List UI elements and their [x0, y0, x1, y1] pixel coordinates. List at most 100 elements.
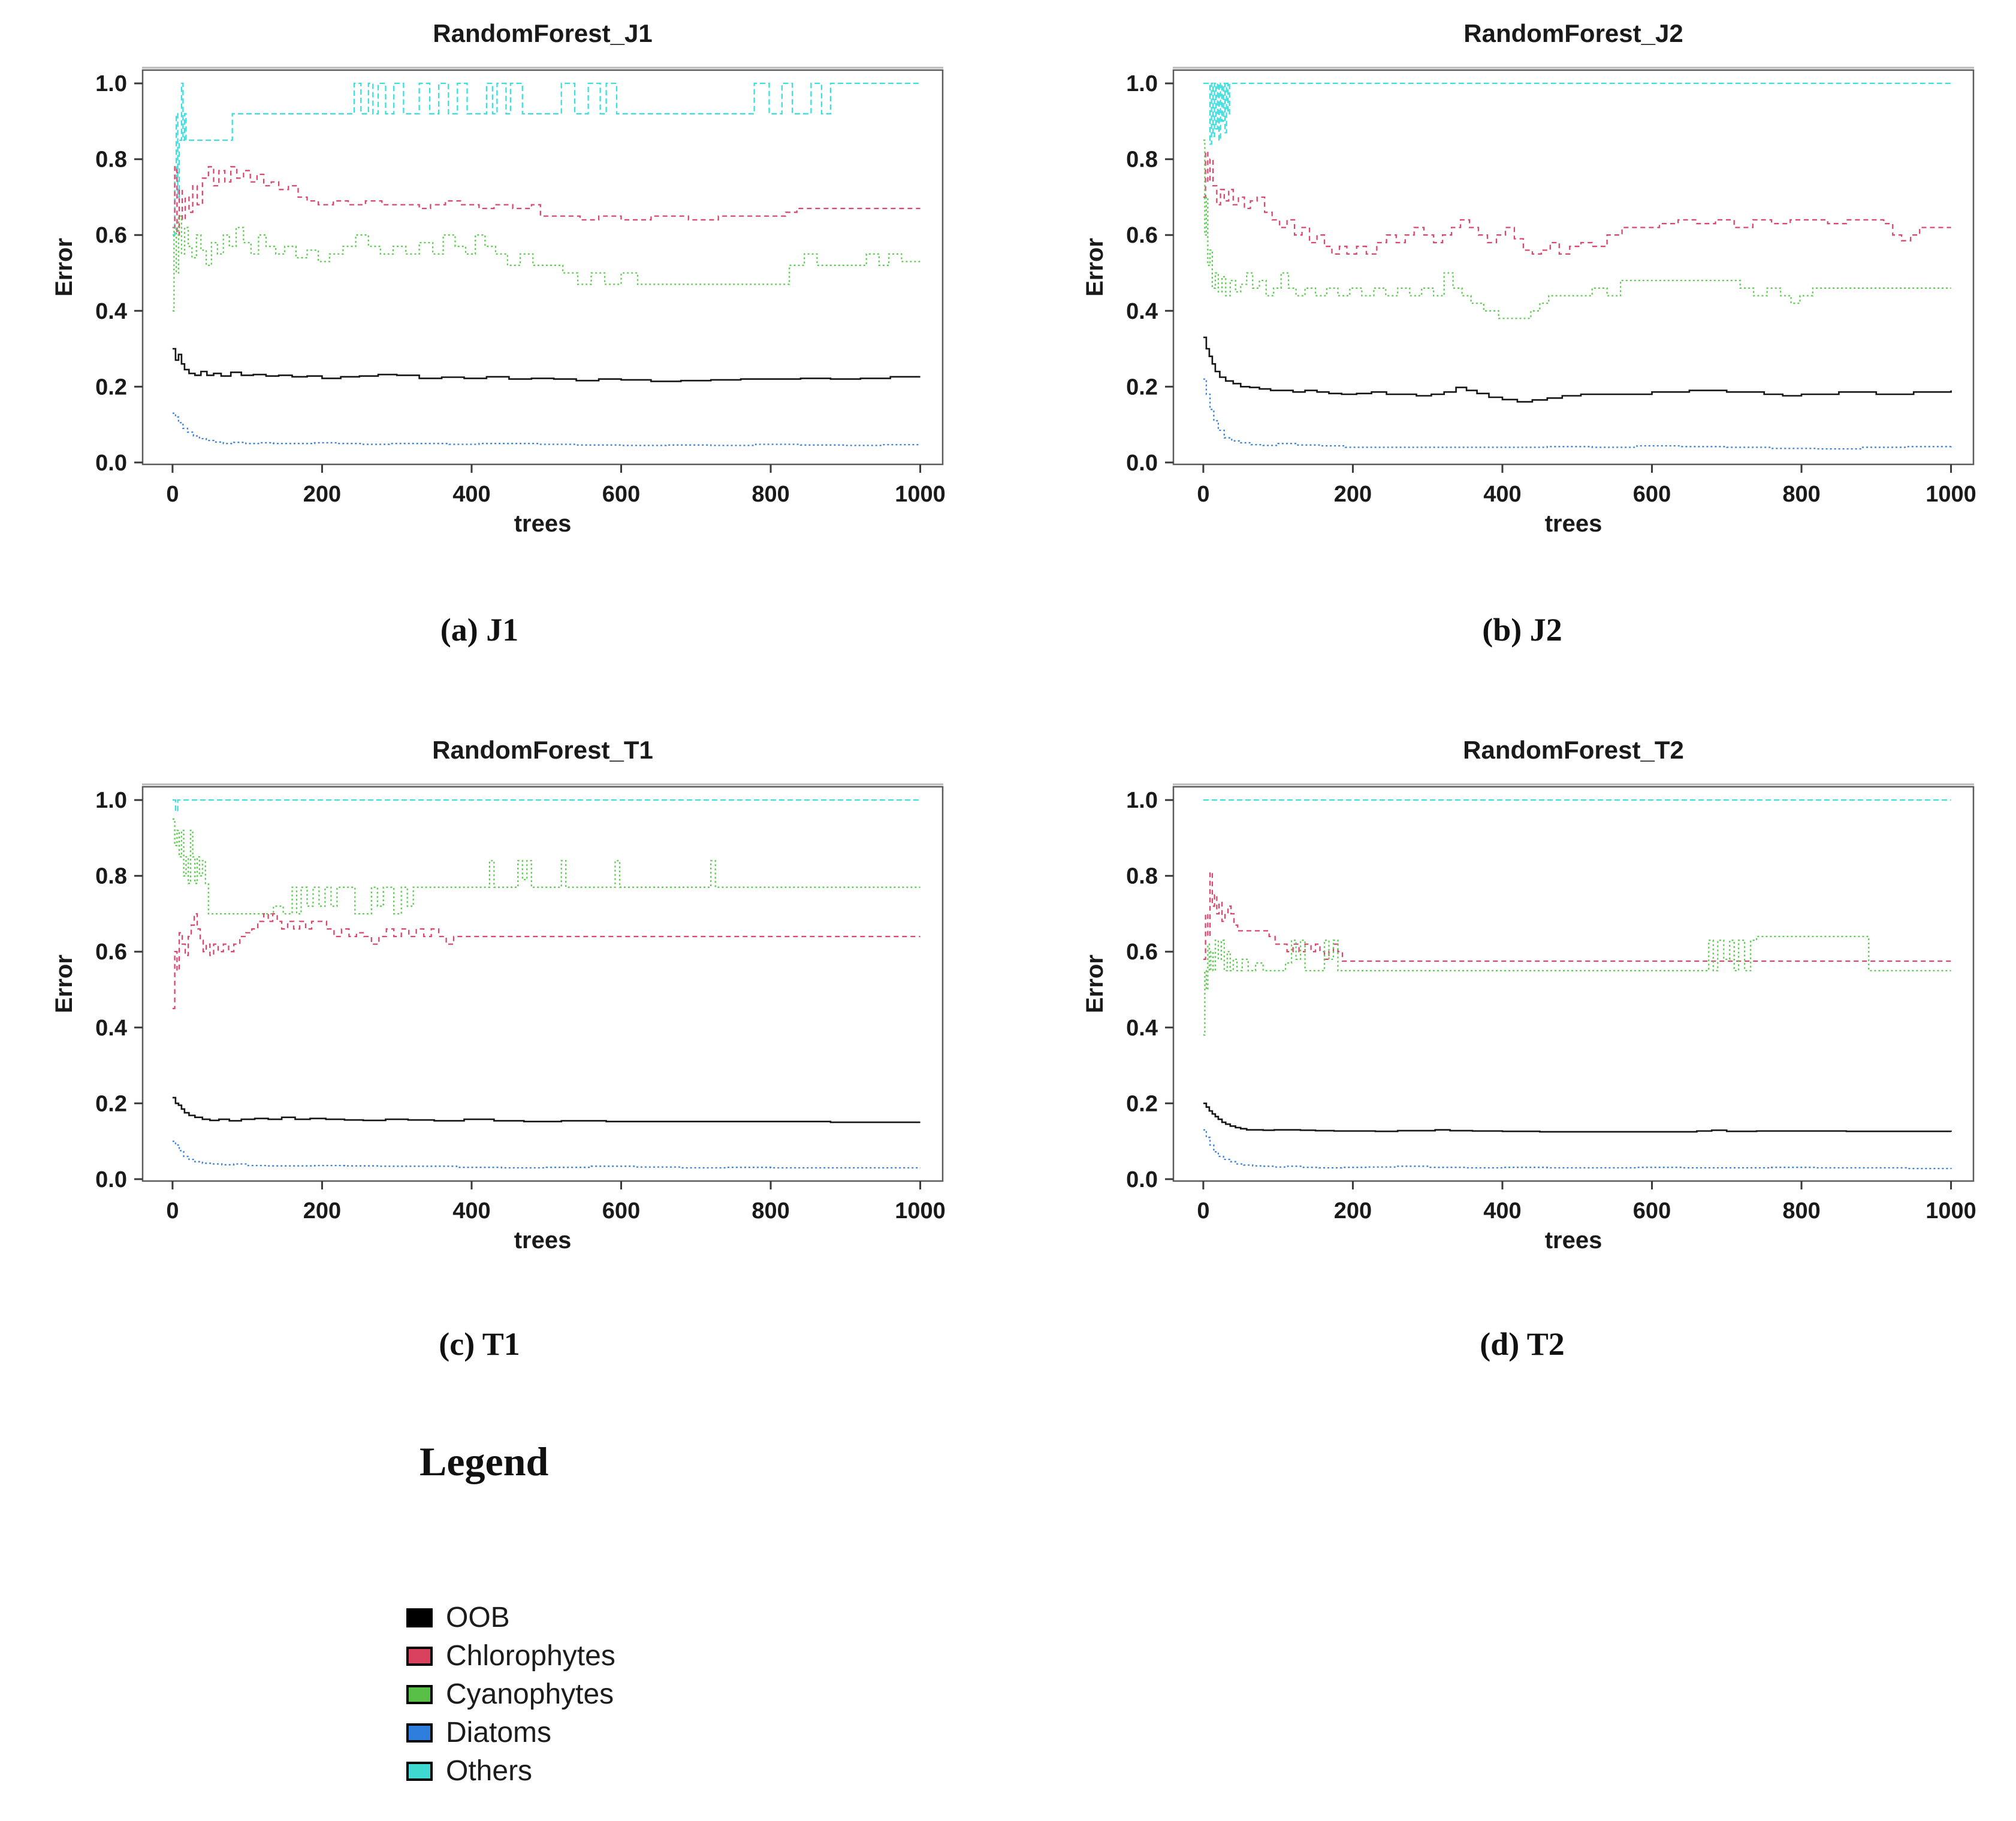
x-tick-label: 800: [752, 482, 789, 507]
series-cyanophytes: [1203, 139, 1951, 319]
caption-d-t2: (d) T2: [1480, 1326, 1565, 1362]
caption-b-j2: (b) J2: [1482, 612, 1562, 648]
y-axis-label: Error: [1082, 955, 1108, 1013]
x-tick-label: 1000: [895, 482, 946, 507]
y-tick-label: 0.4: [95, 1016, 127, 1041]
y-tick-label: 0.0: [1126, 1167, 1158, 1192]
series-oob: [172, 1097, 921, 1124]
series-cyanophytes: [172, 215, 921, 312]
chart-randomforest-j2: RandomForest_J2 0.0 0.2 0.4 0.6 0.8 1.0 0 200 400…: [1048, 7, 2006, 537]
series-oob: [172, 348, 921, 382]
legend-label-diatoms: Diatoms: [446, 1717, 552, 1748]
series-others: [172, 82, 921, 236]
plot-frame: [1172, 786, 1975, 1182]
series-oob: [1203, 1103, 1952, 1133]
x-tick-label: 0: [166, 1198, 179, 1224]
series-oob: [1203, 336, 1952, 403]
x-tick-label: 600: [602, 1198, 640, 1224]
series-diatoms: [172, 1140, 921, 1169]
x-tick-label: 1000: [1926, 482, 1976, 507]
plot-frame: [141, 786, 944, 1182]
series-diatoms: [1203, 378, 1952, 450]
legend-swatch-diatoms: [406, 1723, 433, 1743]
chart-randomforest-j1: RandomForest_J1 0.0 0.2 0.4 0.6 0.8 1.0 0 200 400…: [17, 7, 976, 537]
x-axis-label: trees: [514, 1227, 572, 1251]
x-tick-label: 0: [1197, 1198, 1209, 1224]
series-cyanophytes: [1203, 935, 1951, 1036]
x-tick-label: 200: [303, 482, 341, 507]
series-cyanophytes: [172, 818, 921, 915]
x-axis-label: trees: [1545, 511, 1602, 534]
chart-title: RandomForest_T2: [1463, 736, 1684, 764]
y-tick-label: 0.6: [95, 940, 127, 965]
legend-item-diatoms: Diatoms: [406, 1714, 615, 1752]
x-tick-label: 0: [1197, 482, 1209, 507]
y-tick-label: 0.6: [1126, 940, 1158, 965]
x-tick-label: 800: [752, 1198, 789, 1224]
legend-label-cyanophytes: Cyanophytes: [446, 1678, 614, 1710]
chart-title: RandomForest_T1: [432, 736, 653, 764]
plot-frame: [1172, 69, 1975, 466]
legend-label-others: Others: [446, 1755, 533, 1787]
legend-item-oob: OOB: [406, 1599, 615, 1637]
series-chlorophytes: [172, 166, 921, 236]
chart-title: RandomForest_J2: [1463, 19, 1683, 47]
series-others: [1203, 82, 1951, 145]
legend-swatch-others: [406, 1762, 433, 1781]
chart-canvas-RandomForest_J2: RandomForest_J2 0.0 0.2 0.4 0.6 0.8 1.0 0 200 400…: [1082, 19, 1976, 537]
caption-c-t1: (c) T1: [439, 1326, 520, 1362]
y-tick-label: 1.0: [95, 788, 127, 813]
legend-label-oob: OOB: [446, 1602, 510, 1633]
x-tick-label: 800: [1782, 1198, 1820, 1224]
y-tick-label: 0.2: [1126, 375, 1158, 400]
y-tick-label: 0.8: [95, 864, 127, 889]
legend: Legend OOB Chlorophytes Cyanophytes Diat…: [384, 1438, 923, 1786]
y-tick-label: 0.6: [95, 223, 127, 248]
legend-item-chlorophytes: Chlorophytes: [406, 1637, 615, 1675]
chart-canvas-RandomForest_J1: RandomForest_J1 0.0 0.2 0.4 0.6 0.8 1.0 0 200 400…: [51, 19, 946, 537]
legend-items: OOB Chlorophytes Cyanophytes Diatoms Oth…: [406, 1599, 615, 1790]
x-tick-label: 400: [452, 482, 490, 507]
x-tick-label: 1000: [1926, 1198, 1976, 1224]
plot-frame: [141, 69, 944, 466]
x-tick-label: 1000: [895, 1198, 946, 1224]
series-chlorophytes: [172, 913, 921, 1010]
y-tick-label: 0.0: [1126, 451, 1158, 476]
legend-swatch-oob: [406, 1608, 433, 1627]
chart-randomforest-t1: RandomForest_T1 0.0 0.2 0.4 0.6 0.8 1.0 0 200 400…: [17, 724, 976, 1254]
x-tick-label: 600: [1633, 1198, 1671, 1224]
y-tick-label: 0.2: [95, 1091, 127, 1116]
x-tick-label: 400: [1483, 482, 1521, 507]
y-tick-label: 0.0: [95, 451, 127, 476]
y-tick-label: 1.0: [1126, 71, 1158, 96]
y-tick-label: 0.0: [95, 1167, 127, 1192]
x-tick-label: 0: [166, 482, 179, 507]
series-chlorophytes: [1203, 150, 1951, 255]
chart-canvas-RandomForest_T2: RandomForest_T2 0.0 0.2 0.4 0.6 0.8 1.0 0 200 400…: [1082, 736, 1976, 1254]
y-tick-label: 0.8: [1126, 864, 1158, 889]
y-tick-label: 0.2: [1126, 1091, 1158, 1116]
y-tick-label: 0.8: [95, 147, 127, 173]
y-tick-label: 0.4: [1126, 299, 1158, 324]
x-tick-label: 600: [602, 482, 640, 507]
x-axis-label: trees: [514, 511, 572, 534]
y-axis-label: Error: [1082, 238, 1108, 297]
legend-swatch-chlorophytes: [406, 1647, 433, 1666]
y-tick-label: 0.8: [1126, 147, 1158, 173]
legend-title: Legend: [420, 1439, 549, 1484]
x-tick-label: 200: [303, 1198, 341, 1224]
y-tick-label: 0.4: [1126, 1016, 1158, 1041]
y-tick-label: 1.0: [1126, 788, 1158, 813]
chart-randomforest-t2: RandomForest_T2 0.0 0.2 0.4 0.6 0.8 1.0 0 200 400…: [1048, 724, 2006, 1254]
legend-item-others: Others: [406, 1752, 615, 1790]
chart-title: RandomForest_J1: [433, 19, 652, 47]
legend-item-cyanophytes: Cyanophytes: [406, 1675, 615, 1714]
x-tick-label: 200: [1334, 482, 1372, 507]
x-tick-label: 600: [1633, 482, 1671, 507]
x-tick-label: 200: [1334, 1198, 1372, 1224]
series-others: [172, 799, 921, 813]
x-tick-label: 400: [452, 1198, 490, 1224]
legend-swatch-cyanophytes: [406, 1685, 433, 1704]
chart-canvas-RandomForest_T1: RandomForest_T1 0.0 0.2 0.4 0.6 0.8 1.0 0 200 400…: [51, 736, 946, 1254]
